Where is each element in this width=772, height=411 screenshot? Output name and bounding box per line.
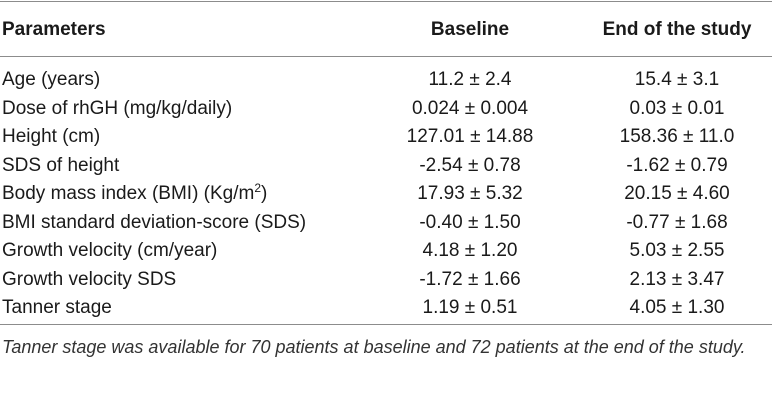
top-rule xyxy=(0,1,772,2)
row-label: SDS of height xyxy=(2,154,120,176)
value-cell: 11.2 ± 2.4 xyxy=(428,69,512,90)
value-cell: 17.93 ± 5.32 xyxy=(417,183,523,204)
label-part: Body mass index (BMI) (Kg/m xyxy=(2,183,255,204)
value-cell: 2.13 ± 3.47 xyxy=(629,268,725,290)
bottom-rule xyxy=(0,324,772,325)
row-label: Growth velocity SDS xyxy=(2,268,177,290)
footnote: Tanner stage was available for 70 patien… xyxy=(2,337,746,357)
value-cell: 4.18 ± 1.20 xyxy=(422,240,518,261)
row-label: BMI standard deviation-score (SDS) xyxy=(2,211,307,233)
value-cell: -0.40 ± 1.50 xyxy=(419,211,521,233)
value-cell: 127.01 ± 14.88 xyxy=(406,126,534,147)
row-label: Height (cm) xyxy=(2,126,101,147)
value-cell: 5.03 ± 2.55 xyxy=(629,240,725,261)
row-label: Age (years) xyxy=(2,69,101,90)
row-label: Growth velocity (cm/year) xyxy=(2,240,218,261)
value-cell: -2.54 ± 0.78 xyxy=(419,154,521,176)
header-cell: Baseline xyxy=(430,19,510,40)
row-label: Tanner stage xyxy=(2,297,112,318)
value-cell: 15.4 ± 3.1 xyxy=(634,69,720,90)
header-cell: Parameters xyxy=(2,19,106,40)
label-part: ) xyxy=(261,183,268,204)
value-cell: 0.024 ± 0.004 xyxy=(411,97,529,119)
value-cell: -1.72 ± 1.66 xyxy=(419,268,521,290)
value-cell: 0.03 ± 0.01 xyxy=(629,97,725,119)
header-rule xyxy=(0,56,772,57)
header-cell: End of the study xyxy=(602,19,752,40)
value-cell: 4.05 ± 1.30 xyxy=(629,297,725,318)
value-cell: 20.15 ± 4.60 xyxy=(624,183,730,204)
row-label: Body mass index (BMI) (Kg/m2) xyxy=(2,182,267,206)
value-cell: 1.19 ± 0.51 xyxy=(422,297,518,318)
label-part: 2 xyxy=(254,181,262,195)
value-cell: 158.36 ± 11.0 xyxy=(619,126,735,147)
row-label: Dose of rhGH (mg/kg/daily) xyxy=(2,97,233,119)
value-cell: -0.77 ± 1.68 xyxy=(626,211,728,233)
value-cell: -1.62 ± 0.79 xyxy=(626,154,728,176)
